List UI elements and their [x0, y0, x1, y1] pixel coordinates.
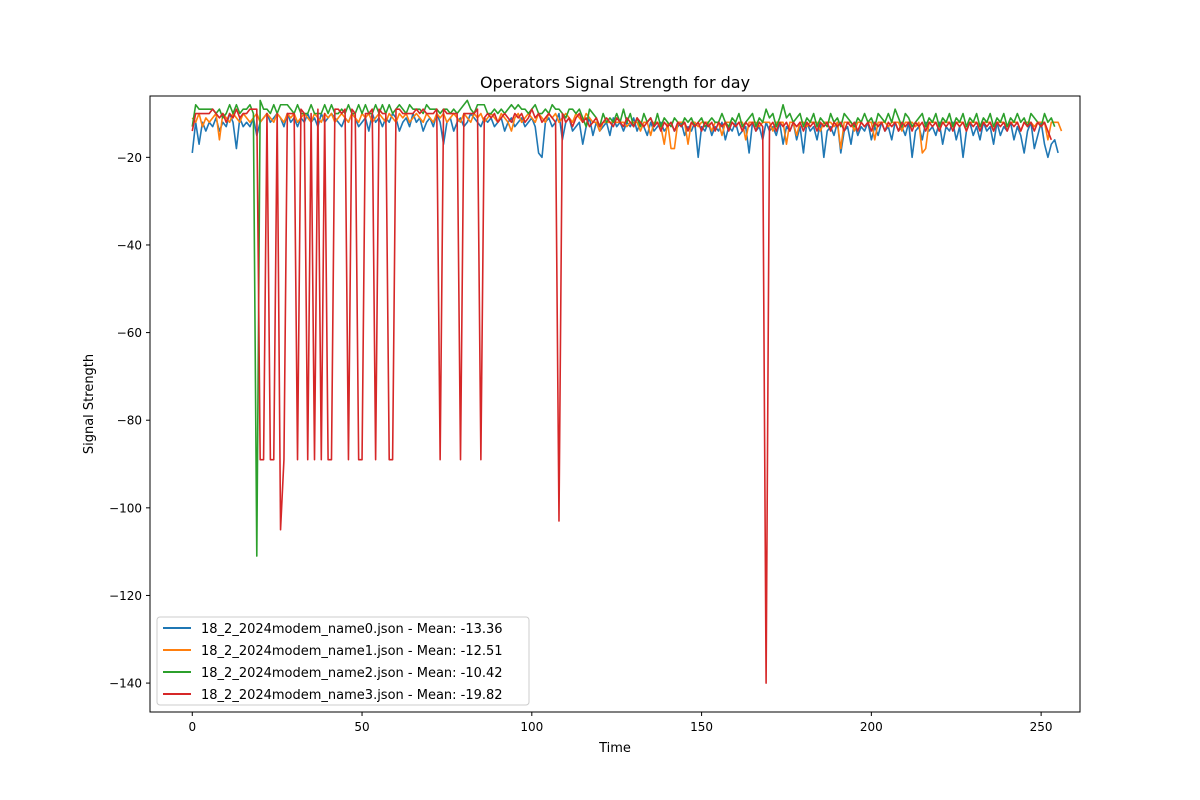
y-tick-label: −120	[109, 589, 142, 603]
x-tick-label: 200	[860, 720, 883, 734]
y-tick-label: −140	[109, 677, 142, 691]
x-tick-label: 100	[520, 720, 543, 734]
legend-label-2: 18_2_2024modem_name2.json - Mean: -10.42	[201, 666, 503, 681]
legend-label-1: 18_2_2024modem_name1.json - Mean: -12.51	[201, 644, 503, 659]
plot-frame	[149, 95, 1081, 713]
legend-box	[156, 616, 530, 706]
y-tick-label: −100	[109, 501, 142, 515]
x-tick-label: 250	[1030, 720, 1053, 734]
y-tick-label: −80	[117, 414, 142, 428]
x-tick-label: 50	[354, 720, 369, 734]
axes-layer: 0 50 100 150 200 250 −140 −120 −100 −80 −60 −40 −20	[109, 151, 1053, 734]
x-tick-label: 0	[188, 720, 196, 734]
legend-label-3: 18_2_2024modem_name3.json - Mean: -19.82	[201, 688, 503, 703]
y-tick-label: −20	[117, 151, 142, 165]
x-tick-label: 150	[690, 720, 713, 734]
series-line-2	[191, 99, 1056, 557]
series-layer	[191, 99, 1063, 684]
chart-title: Operators Signal Strength for day	[480, 73, 750, 92]
y-tick-label: −40	[117, 238, 142, 252]
x-axis-label: Time	[598, 741, 631, 756]
series-line-1	[191, 112, 1063, 154]
series-line-3	[191, 108, 1053, 684]
y-axis-label: Signal Strength	[82, 354, 97, 454]
legend: 18_2_2024modem_name0.json - Mean: -13.36…	[156, 616, 530, 706]
legend-label-0: 18_2_2024modem_name0.json - Mean: -13.36	[201, 622, 503, 637]
y-tick-label: −60	[117, 326, 142, 340]
